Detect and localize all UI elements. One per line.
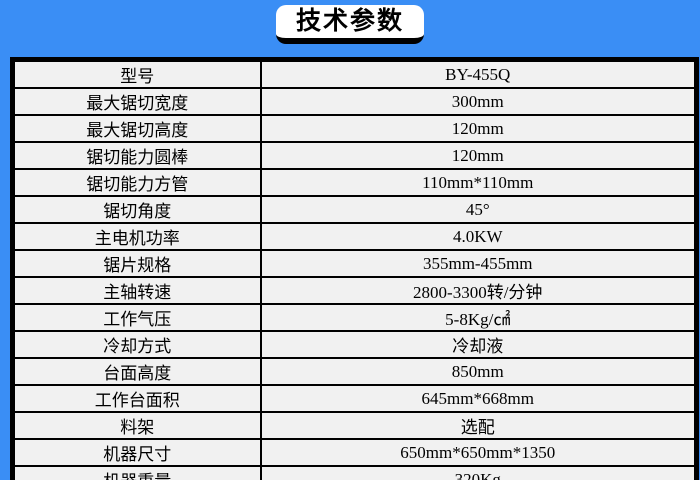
spec-value-cell: 45° xyxy=(259,195,698,224)
table-row: 最大锯切高度 120mm xyxy=(11,114,698,143)
spec-label-cell: 锯片规格 xyxy=(11,249,262,278)
spec-value-cell: 120mm xyxy=(259,114,698,143)
table-row: 主轴转速 2800-3300转/分钟 xyxy=(11,276,698,305)
table-row: 机器重量320Kg xyxy=(11,465,698,480)
spec-value-cell: 300mm xyxy=(259,87,698,116)
table-row: 型号 BY-455Q xyxy=(11,58,698,89)
spec-label-cell: 料架 xyxy=(11,411,262,440)
table-row: 冷却方式 冷却液 xyxy=(11,330,698,359)
spec-value-cell: 320Kg xyxy=(259,465,698,480)
spec-value-cell: 2800-3300转/分钟 xyxy=(259,276,698,305)
spec-value-cell: 120mm xyxy=(259,141,698,170)
spec-value-cell: 850mm xyxy=(259,357,698,386)
table-row: 工作台面积 645mm*668mm xyxy=(11,384,698,413)
spec-value-cell: BY-455Q xyxy=(259,58,698,89)
table-row: 台面高度 850mm xyxy=(11,357,698,386)
spec-value-cell: 110mm*110mm xyxy=(259,168,698,197)
spec-label-cell: 最大锯切宽度 xyxy=(11,87,262,116)
spec-label-cell: 主电机功率 xyxy=(11,222,262,251)
spec-label-cell: 机器尺寸 xyxy=(11,438,262,467)
table-row: 料架 选配 xyxy=(11,411,698,440)
spec-value-cell: 冷却液 xyxy=(259,330,698,359)
spec-value-cell: 650mm*650mm*1350 xyxy=(259,438,698,467)
spec-label-cell: 台面高度 xyxy=(11,357,262,386)
spec-label-cell: 锯切能力方管 xyxy=(11,168,262,197)
spec-label-cell: 机器重量 xyxy=(11,465,262,480)
table-row: 锯切角度 45° xyxy=(11,195,698,224)
spec-table-body: 型号 BY-455Q 最大锯切宽度 300mm 最大锯切高度 120mm 锯切能力圆棒 120… xyxy=(11,58,698,480)
table-row: 锯切能力圆棒 120mm xyxy=(11,141,698,170)
table-row: 锯片规格 355mm-455mm xyxy=(11,249,698,278)
spec-table: 型号 BY-455Q 最大锯切宽度 300mm 最大锯切高度 120mm 锯切能力圆棒 120… xyxy=(10,57,699,480)
spec-label-cell: 工作台面积 xyxy=(11,384,262,413)
table-row: 机器尺寸 650mm*650mm*1350 xyxy=(11,438,698,467)
spec-label-cell: 型号 xyxy=(11,58,262,89)
spec-label-cell: 最大锯切高度 xyxy=(11,114,262,143)
section-title-badge: 技术参数 xyxy=(275,5,425,44)
section-title: 技术参数 xyxy=(295,7,405,35)
spec-label-cell: 冷却方式 xyxy=(11,330,262,359)
spec-value-cell: 645mm*668mm xyxy=(259,384,698,413)
table-row: 主电机功率 4.0KW xyxy=(11,222,698,251)
spec-value-cell: 4.0KW xyxy=(259,222,698,251)
spec-value-cell: 5-8Kg/㎠ xyxy=(259,303,698,332)
spec-value-cell: 选配 xyxy=(259,411,698,440)
spec-label-cell: 主轴转速 xyxy=(11,276,262,305)
spec-label-cell: 工作气压 xyxy=(11,303,262,332)
spec-label-cell: 锯切能力圆棒 xyxy=(11,141,262,170)
spec-value-cell: 355mm-455mm xyxy=(259,249,698,278)
table-row: 工作气压 5-8Kg/㎠ xyxy=(11,303,698,332)
spec-label-cell: 锯切角度 xyxy=(11,195,262,224)
table-row: 锯切能力方管 110mm*110mm xyxy=(11,168,698,197)
table-row: 最大锯切宽度 300mm xyxy=(11,87,698,116)
